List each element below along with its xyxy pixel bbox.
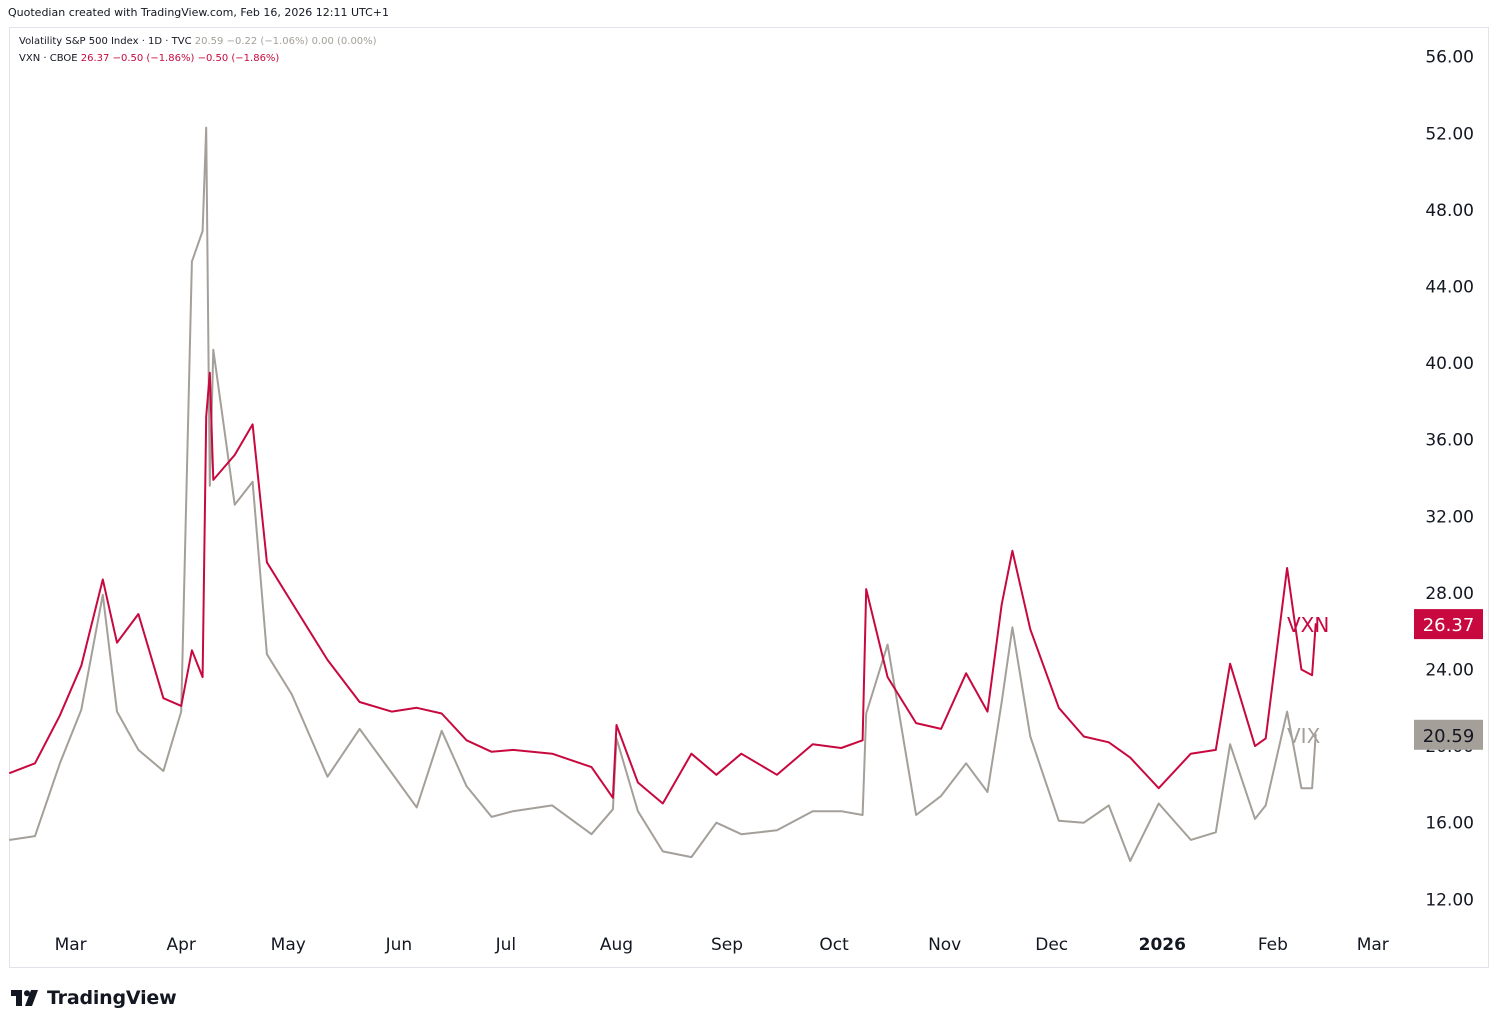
x-tick-label-7: Oct: [819, 935, 849, 955]
legend-vix-value: 20.59: [194, 36, 224, 47]
y-tick-label-10: 16.00: [1425, 814, 1474, 834]
y-tick-label-8: 24.00: [1425, 660, 1474, 680]
x-tick-label-9: Dec: [1035, 935, 1068, 955]
x-tick-label-12: Mar: [1357, 935, 1389, 955]
legend-vix-change: −0.22 (−1.06%): [226, 36, 309, 47]
y-tick-label-4: 40.00: [1425, 354, 1474, 374]
chart-frame: [9, 27, 1489, 968]
y-tick-label-7: 28.00: [1425, 584, 1474, 604]
y-tick-label-11: 12.00: [1425, 890, 1474, 910]
y-tick-label-2: 48.00: [1425, 201, 1474, 221]
x-tick-label-3: Jun: [385, 935, 413, 955]
series-line-vix: [9, 126, 1317, 862]
last-value-badge-vix: [1414, 719, 1483, 750]
legend-vxn-change: −0.50 (−1.86%): [112, 53, 195, 64]
y-tick-label-3: 44.00: [1425, 278, 1474, 298]
y-tick-label-1: 52.00: [1425, 124, 1474, 144]
legend-vix-extra: 0.00 (0.00%): [311, 36, 377, 47]
x-tick-label-0: Mar: [55, 935, 87, 955]
x-tick-label-4: Jul: [495, 935, 517, 955]
legend-vix[interactable]: Volatility S&P 500 Index · 1D · TVC 20.5…: [19, 36, 377, 47]
footer-brand: TradingView: [47, 987, 177, 1009]
legend-vxn-extra: −0.50 (−1.86%): [197, 53, 280, 64]
x-tick-label-8: Nov: [928, 935, 961, 955]
x-tick-label-1: Apr: [167, 935, 196, 955]
tradingview-logo[interactable]: TradingView: [11, 986, 177, 1010]
y-tick-label-0: 56.00: [1425, 48, 1474, 68]
x-tick-label-5: Aug: [600, 935, 633, 955]
last-value-text-vix: 20.59: [1423, 726, 1475, 747]
series-line-vxn: [9, 371, 1317, 805]
last-value-text-vxn: 26.37: [1423, 615, 1475, 636]
attribution-header: Quotedian created with TradingView.com, …: [8, 6, 390, 19]
series-label-vix: VIX: [1287, 724, 1321, 748]
y-tick-label-5: 36.00: [1425, 431, 1474, 451]
series-label-vxn: VXN: [1287, 613, 1329, 637]
last-value-badge-vxn: [1414, 609, 1483, 640]
x-tick-label-2: May: [271, 935, 306, 955]
legend-vxn-label: VXN · CBOE: [19, 53, 78, 64]
x-tick-label-6: Sep: [711, 935, 743, 955]
legend-vxn[interactable]: VXN · CBOE 26.37 −0.50 (−1.86%) −0.50 (−…: [19, 53, 279, 64]
y-tick-label-6: 32.00: [1425, 507, 1474, 527]
x-tick-label-10: 2026: [1139, 935, 1186, 955]
legend-vxn-value: 26.37: [80, 53, 110, 64]
legend-vix-label: Volatility S&P 500 Index · 1D · TVC: [19, 36, 192, 47]
tradingview-logo-icon: [11, 990, 38, 1006]
x-tick-label-11: Feb: [1258, 935, 1288, 955]
